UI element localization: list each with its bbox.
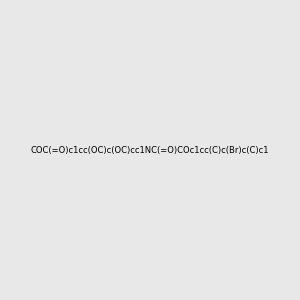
- Text: COC(=O)c1cc(OC)c(OC)cc1NC(=O)COc1cc(C)c(Br)c(C)c1: COC(=O)c1cc(OC)c(OC)cc1NC(=O)COc1cc(C)c(…: [31, 146, 269, 154]
